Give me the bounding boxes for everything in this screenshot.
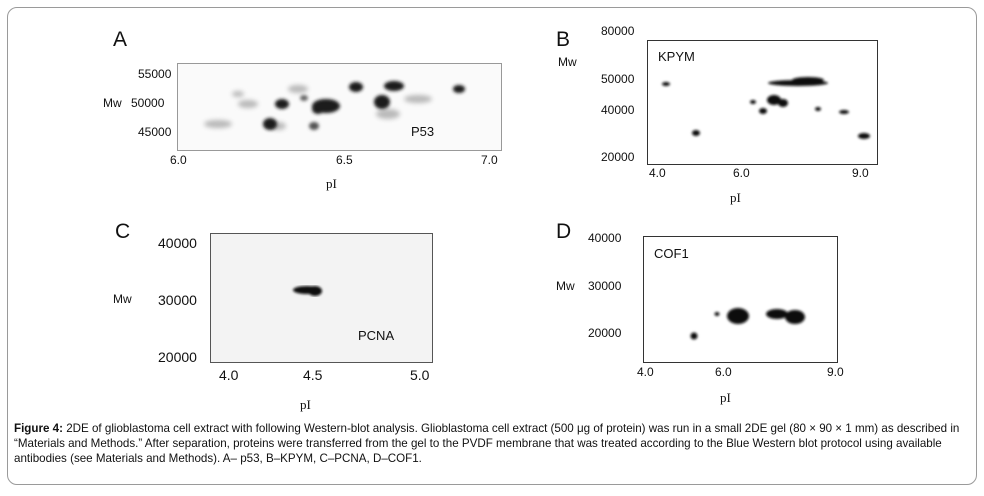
blot-image-cof1: COF1: [643, 236, 838, 363]
x-tick-label: 6.0: [715, 365, 732, 379]
blot-image-kpym: KPYM: [647, 40, 878, 165]
y-tick-label: 40000: [158, 235, 197, 251]
x-tick-label: 4.5: [303, 367, 323, 383]
x-tick-label: 4.0: [219, 367, 239, 383]
blot-spots: [662, 77, 870, 139]
y-tick-label: 40000: [601, 103, 635, 117]
y-axis-label: Mw: [113, 292, 132, 306]
y-tick-label: 20000: [601, 150, 635, 164]
y-tick-label: 80000: [601, 24, 635, 38]
x-tick-label: 9.0: [827, 365, 844, 379]
blot-image-pcna: PCNA: [210, 233, 433, 363]
blot-spots: [204, 81, 465, 130]
figure-caption: Figure 4: 2DE of glioblastoma cell extra…: [14, 421, 966, 466]
x-tick-label: 6.0: [733, 166, 750, 180]
panel-letter: B: [556, 28, 571, 51]
y-tick-label: 20000: [588, 326, 622, 340]
x-tick-label: 5.0: [410, 367, 430, 383]
x-axis-label: pI: [300, 397, 311, 412]
y-tick-label: 45000: [138, 125, 172, 139]
y-axis-label: Mw: [556, 279, 575, 293]
y-axis-label: Mw: [103, 96, 122, 110]
panel-letter: C: [115, 220, 131, 243]
x-tick-label: 7.0: [481, 153, 498, 167]
protein-label: P53: [411, 124, 435, 139]
x-tick-label: 6.0: [170, 153, 187, 167]
caption-text: 2DE of glioblastoma cell extract with fo…: [14, 422, 960, 465]
blot-image-p53: P53: [177, 63, 502, 151]
x-axis-label: pI: [326, 176, 337, 191]
x-tick-label: 4.0: [649, 166, 666, 180]
panel-letter: D: [556, 220, 572, 243]
caption-label: Figure 4:: [14, 422, 63, 435]
x-tick-label: 4.0: [637, 365, 654, 379]
blot-spots: [293, 286, 322, 296]
y-tick-label: 30000: [158, 292, 197, 308]
panel-letter: A: [113, 28, 128, 51]
protein-label: PCNA: [358, 328, 395, 343]
y-axis-label: Mw: [558, 55, 577, 69]
blot-spots: [690, 308, 805, 340]
y-tick-label: 20000: [158, 349, 197, 365]
x-axis-label: pI: [720, 390, 731, 405]
y-tick-label: 40000: [588, 231, 622, 245]
protein-label: KPYM: [658, 49, 695, 64]
y-tick-label: 50000: [601, 72, 635, 86]
protein-label: COF1: [654, 246, 689, 261]
y-tick-label: 30000: [588, 279, 622, 293]
x-axis-label: pI: [730, 190, 741, 205]
y-tick-label: 55000: [138, 67, 172, 81]
y-tick-label: 50000: [131, 96, 165, 110]
x-tick-label: 6.5: [336, 153, 353, 167]
x-tick-label: 9.0: [852, 166, 869, 180]
